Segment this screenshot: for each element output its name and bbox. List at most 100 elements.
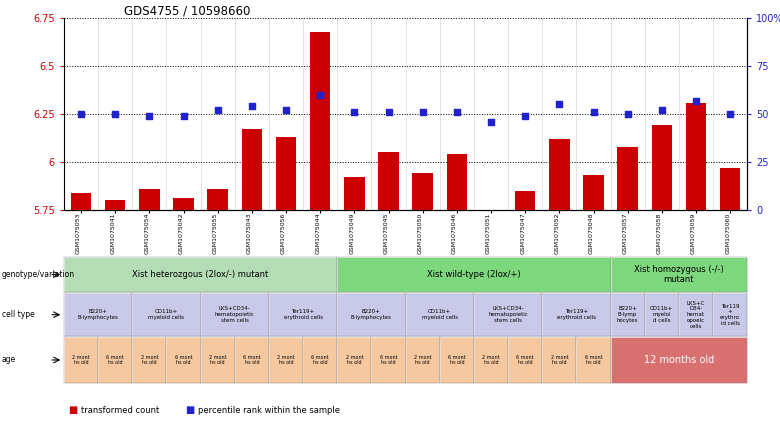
Text: ■: ■ [68,405,77,415]
Point [690,97,702,104]
Text: GSM1075060: GSM1075060 [725,213,730,254]
Text: GSM1075054: GSM1075054 [144,213,150,254]
Text: Xist heterozgous (2lox/-) mutant: Xist heterozgous (2lox/-) mutant [133,270,269,279]
Text: 6 mont
hs old: 6 mont hs old [380,354,397,365]
Text: Ter119+
erythroid cells: Ter119+ erythroid cells [284,309,323,320]
Bar [720,168,740,210]
Text: B220+
B-lymp
hocytes: B220+ B-lymp hocytes [617,306,638,323]
Text: 2 mont
hs old: 2 mont hs old [346,354,363,365]
Point [314,91,327,98]
Bar [276,137,296,210]
Text: 2 mont
hs old: 2 mont hs old [209,354,226,365]
Text: 6 mont
hs old: 6 mont hs old [243,354,261,365]
Bar [413,173,433,210]
Text: GSM1075049: GSM1075049 [349,213,354,254]
Text: GSM1075051: GSM1075051 [486,213,491,254]
Text: GSM1075047: GSM1075047 [520,213,525,254]
Bar [207,189,228,210]
Text: GSM1075044: GSM1075044 [315,213,321,254]
Point [655,107,668,113]
Text: CD11b+
myeloi
d cells: CD11b+ myeloi d cells [651,306,673,323]
Bar [71,192,91,210]
Text: GSM1075045: GSM1075045 [384,213,388,254]
Text: GSM1075041: GSM1075041 [110,213,115,254]
Text: Ter119+
erythroid cells: Ter119+ erythroid cells [557,309,596,320]
Text: 6 mont
hs old: 6 mont hs old [175,354,193,365]
Text: percentile rank within the sample: percentile rank within the sample [198,406,340,415]
Text: 2 mont
hs old: 2 mont hs old [277,354,295,365]
Point [382,109,395,115]
Text: 2 mont
hs old: 2 mont hs old [551,354,568,365]
Text: Xist wild-type (2lox/+): Xist wild-type (2lox/+) [427,270,521,279]
Text: B220+
B-lymphocytes: B220+ B-lymphocytes [78,309,119,320]
Bar [447,154,467,210]
Point [553,101,566,108]
Text: 2 mont
hs old: 2 mont hs old [482,354,500,365]
Text: cell type: cell type [2,310,34,319]
Bar [310,32,331,210]
Point [75,111,87,118]
Bar [515,191,535,210]
Text: GSM1075057: GSM1075057 [622,213,628,254]
Bar [173,198,193,210]
Text: GSM1075056: GSM1075056 [281,213,286,254]
Bar [651,126,672,210]
Point [109,111,122,118]
Title: GDS4755 / 10598660: GDS4755 / 10598660 [124,4,250,17]
Text: LKS+CD34-
hematopoietic
stem cells: LKS+CD34- hematopoietic stem cells [488,306,528,323]
Bar [480,210,502,212]
Text: 2 mont
hs old: 2 mont hs old [140,354,158,365]
Text: 6 mont
hs old: 6 mont hs old [311,354,329,365]
Text: 6 mont
hs old: 6 mont hs old [516,354,534,365]
Text: GSM1075043: GSM1075043 [246,213,252,254]
Bar [618,147,638,210]
Point [177,113,190,119]
Bar [242,129,262,210]
Point [417,109,429,115]
Text: B220+
B-lymphocytes: B220+ B-lymphocytes [351,309,392,320]
Text: transformed count: transformed count [81,406,159,415]
Point [724,111,736,118]
Text: Ter119
+
erythro
id cells: Ter119 + erythro id cells [720,304,740,326]
Point [280,107,292,113]
Bar [549,139,569,210]
Bar [139,189,160,210]
Text: GSM1075042: GSM1075042 [179,213,183,254]
Text: 12 months old: 12 months old [644,355,714,365]
Text: GSM1075048: GSM1075048 [588,213,594,254]
Point [519,113,531,119]
Text: 2 mont
hs old: 2 mont hs old [414,354,431,365]
Bar [686,102,706,210]
Text: GSM1075053: GSM1075053 [76,213,81,254]
Point [451,109,463,115]
Text: genotype/variation: genotype/variation [2,270,75,279]
Point [587,109,600,115]
Point [211,107,224,113]
Bar [583,175,604,210]
Text: LKS+CD34-
hematopoietic
stem cells: LKS+CD34- hematopoietic stem cells [215,306,254,323]
Text: 6 mont
hs old: 6 mont hs old [448,354,466,365]
Text: CD11b+
myeloid cells: CD11b+ myeloid cells [422,309,458,320]
Text: GSM1075046: GSM1075046 [452,213,457,254]
Text: GSM1075058: GSM1075058 [657,213,661,254]
Point [246,103,258,110]
Point [484,118,498,125]
Text: GSM1075055: GSM1075055 [213,213,218,254]
Bar [378,152,399,210]
Text: age: age [2,355,16,365]
Text: GSM1075059: GSM1075059 [691,213,696,254]
Text: LKS+C
D34-
hemat
opoeic
cells: LKS+C D34- hemat opoeic cells [686,301,705,329]
Point [348,109,360,115]
Bar [105,200,126,210]
Point [622,111,634,118]
Text: 6 mont
hs old: 6 mont hs old [585,354,602,365]
Text: 6 mont
hs old: 6 mont hs old [106,354,124,365]
Text: GSM1075050: GSM1075050 [417,213,423,254]
Text: Xist homozygous (-/-)
mutant: Xist homozygous (-/-) mutant [634,265,724,284]
Bar [344,177,364,210]
Text: GSM1075052: GSM1075052 [555,213,559,254]
Point [144,113,156,119]
Text: 2 mont
hs old: 2 mont hs old [73,354,90,365]
Text: CD11b+
myeloid cells: CD11b+ myeloid cells [148,309,184,320]
Text: ■: ■ [185,405,194,415]
